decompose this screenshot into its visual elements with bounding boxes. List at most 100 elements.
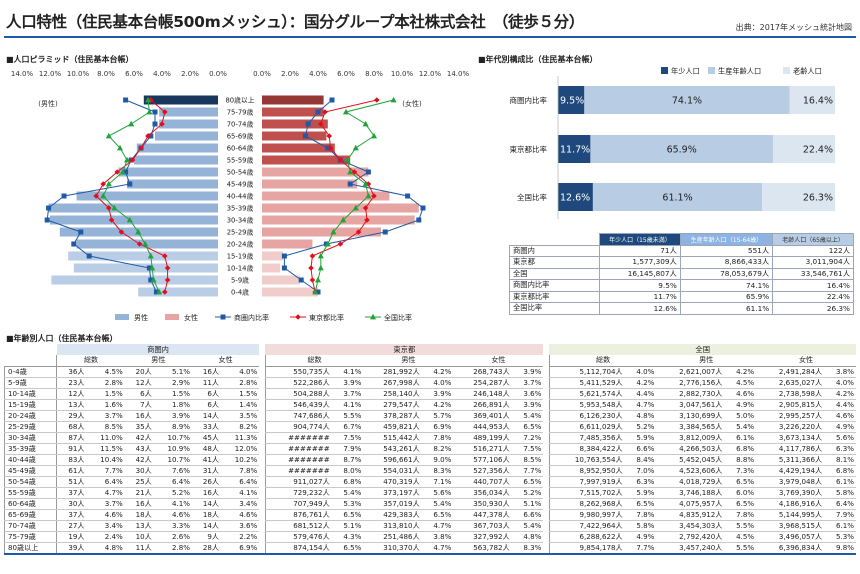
marker-東京都比率 — [326, 133, 332, 139]
age-value-cell: 12人 — [56, 388, 87, 400]
age-value-cell: 4.6% — [220, 509, 260, 521]
age-value-cell: 7.5% — [331, 432, 364, 444]
age-value-cell: 2,792,420人 — [656, 531, 725, 543]
female-bar — [262, 287, 318, 297]
age-value-cell: 6.4% — [220, 476, 260, 488]
female-bar — [262, 95, 324, 105]
age-category-label: 30-34歳 — [227, 216, 254, 225]
age-value-cell: 5.2% — [624, 421, 657, 433]
age-value-cell: 5.8% — [624, 520, 657, 532]
age-value-cell: 26人 — [192, 476, 221, 488]
age-value-cell: 522,286人 — [264, 377, 332, 389]
age-value-cell: 489,199人 — [453, 432, 512, 444]
age-column-header: 女性 — [756, 355, 856, 367]
age-value-cell: 357,019人 — [363, 498, 422, 510]
pyramid-tick-label: 12.0% — [419, 70, 442, 78]
age-value-cell: 10,763,554人 — [548, 454, 625, 466]
marker-商圏内比率 — [420, 205, 426, 211]
age-value-cell: 33人 — [192, 421, 221, 433]
composition-table-row: 全国 16,145,807人 78,053,679人 33,546,761人 — [509, 267, 854, 280]
age-value-cell: 911,027人 — [264, 476, 332, 488]
age-category-label: 0-4歳 — [231, 288, 249, 297]
age-value-cell: 7.1% — [421, 476, 454, 488]
marker-東京都比率 — [138, 145, 144, 151]
male-bar — [76, 239, 218, 249]
composition-value-cell: 22.4% — [772, 290, 854, 303]
age-table-row: 70-74歳 27人 3.4% 13人 3.3% 14人 3.6% 681,512人 5.1% 3… — [3, 520, 856, 532]
male-bar — [68, 251, 218, 261]
pyramid-tick-label: 4.0% — [309, 70, 327, 78]
age-value-cell: 68人 — [56, 421, 87, 433]
age-value-cell: 8.2% — [421, 443, 454, 455]
age-category-label: 80歳以上 — [225, 96, 254, 105]
age-value-cell: 6人 — [192, 399, 221, 411]
marker-東京都比率 — [309, 253, 316, 259]
composition-table: 年少人口（15歳未満） 生産年齢人口（15-64歳） 老齢人口（65歳以上） 商… — [509, 233, 854, 315]
age-row-label: 80歳以上 — [3, 542, 57, 554]
marker-全国比率 — [347, 168, 354, 175]
age-value-cell: 7.8% — [724, 509, 757, 521]
composition-table-row: 商圏内 71人 551人 122人 — [509, 244, 854, 257]
age-value-cell: 3.7% — [511, 377, 544, 389]
age-value-cell: 5.2% — [511, 487, 544, 499]
age-value-cell: 5.1% — [331, 520, 364, 532]
age-value-cell: 3.7% — [86, 498, 125, 510]
age-value-cell: 7.8% — [624, 509, 657, 521]
population-pyramid-chart: 14.0% 12.0% 10.0% 8.0% 6.0% 4.0% 2.0% 0.0% 0.0% 2… — [11, 70, 470, 322]
age-value-cell: 11.3% — [220, 432, 260, 444]
age-value-cell: 327,992人 — [453, 531, 512, 543]
age-value-cell: 8.4% — [624, 454, 657, 466]
age-value-cell: 4.2% — [624, 377, 657, 389]
age-value-cell: 14人 — [192, 498, 221, 510]
age-value-cell: 4.1% — [220, 487, 260, 499]
male-bar — [134, 155, 218, 165]
age-value-cell: 3,226,220人 — [756, 421, 825, 433]
male-bar — [136, 143, 218, 153]
marker-全国比率 — [362, 120, 369, 127]
age-value-cell: 3.5% — [220, 410, 260, 422]
composition-segment — [762, 183, 835, 211]
age-value-cell: 6.6% — [624, 443, 657, 455]
age-value-cell: 3.6% — [511, 388, 544, 400]
marker-東京都比率 — [308, 265, 314, 271]
age-value-cell: 5.5% — [331, 410, 364, 422]
age-value-cell: 550,735人 — [264, 366, 332, 378]
age-value-cell: 6.3% — [824, 443, 856, 455]
legend-swatch — [165, 314, 179, 320]
age-value-cell: 4,429,194人 — [756, 465, 825, 477]
age-table-row: 50-54歳 51人 6.4% 25人 6.4% 26人 6.4% 911,027人 6.8% 4… — [3, 476, 856, 488]
age-value-cell: 30人 — [56, 498, 87, 510]
age-value-cell: 7.0% — [624, 465, 657, 477]
age-value-cell: 4.5% — [86, 366, 125, 378]
male-side-label: (男性) — [38, 99, 58, 108]
marker-商圏内比率 — [305, 121, 311, 127]
age-value-cell: 16人 — [192, 487, 221, 499]
age-value-cell: 4.1% — [331, 366, 364, 378]
age-value-cell: 459,821人 — [363, 421, 422, 433]
age-table-row: 15-19歳 13人 1.6% 7人 1.8% 6人 1.4% 546,439人 4.1% 279… — [3, 399, 856, 411]
marker-東京都比率 — [162, 289, 168, 295]
age-value-cell: 4,117,786人 — [756, 443, 825, 455]
age-value-cell: 876,761人 — [264, 509, 332, 521]
age-category-label: 25-29歳 — [227, 228, 254, 237]
age-value-cell: 267,998人 — [363, 377, 422, 389]
marker-東京都比率 — [93, 193, 99, 199]
marker-全国比率 — [317, 264, 324, 271]
marker-商圏内比率 — [302, 133, 308, 139]
age-value-cell: 8.5% — [86, 421, 125, 433]
composition-data-label: 9.5% — [560, 96, 584, 107]
age-value-cell: 6.8% — [331, 476, 364, 488]
age-value-cell: 4.6% — [824, 410, 856, 422]
marker-東京都比率 — [162, 109, 168, 115]
age-row-label: 25-29歳 — [3, 421, 57, 433]
age-value-cell: 527,356人 — [453, 465, 512, 477]
composition-segment — [772, 135, 835, 163]
age-value-cell: 43人 — [124, 443, 154, 455]
marker-商圏内比率 — [61, 193, 67, 199]
age-category-label: 10-14歳 — [227, 264, 254, 273]
age-value-cell: 3,130,699人 — [656, 410, 725, 422]
age-value-cell: 3,496,057人 — [756, 531, 825, 543]
age-table-row: 5-9歳 23人 2.8% 12人 2.9% 11人 2.8% 522,286人 3.9% 267… — [3, 377, 856, 389]
marker-商圏内比率 — [78, 229, 84, 235]
age-value-cell: 7,515,702人 — [548, 487, 625, 499]
